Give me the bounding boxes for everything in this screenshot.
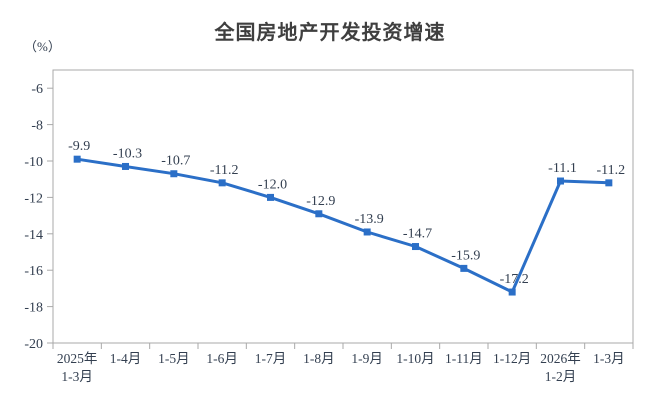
y-axis-tick-label: -20: [24, 337, 43, 352]
data-point-marker: [557, 177, 564, 185]
x-axis-category-label: 1-8月: [303, 351, 335, 366]
data-point-label: -9.9: [68, 139, 90, 154]
data-point-marker: [267, 193, 274, 201]
data-point-marker: [315, 210, 323, 218]
data-point-label: -10.7: [161, 154, 190, 169]
y-axis-tick-label: -10: [24, 155, 43, 170]
data-point-label: -12.0: [258, 177, 287, 192]
data-point-marker: [218, 179, 226, 187]
data-point-marker: [363, 228, 371, 236]
data-point-marker: [73, 155, 81, 163]
y-axis-tick-label: -6: [31, 82, 43, 97]
data-point-label: -15.9: [451, 248, 480, 263]
x-axis-category-label: 1-7月: [255, 351, 287, 366]
chart-title: 全国房地产开发投资增速: [214, 22, 446, 44]
data-point-label: -12.9: [306, 194, 335, 209]
data-point-label: -10.3: [113, 146, 142, 161]
x-axis-category-label: 1-5月: [158, 351, 190, 366]
x-axis-category-label: 1-9月: [351, 351, 383, 366]
x-axis-category-label: 1-3月: [593, 351, 625, 366]
data-point-label: -13.9: [355, 212, 384, 227]
x-axis-category-label: 2025年: [57, 351, 98, 366]
x-axis-category-label: 1-10月: [396, 351, 434, 366]
x-axis-category-label: 1-2月: [545, 369, 577, 384]
data-point-label: -14.7: [403, 227, 432, 242]
x-axis-category-label: 1-3月: [61, 369, 93, 384]
y-axis-tick-label: -12: [24, 191, 43, 206]
y-axis-unit-label: （%）: [24, 39, 61, 54]
x-axis-category-label: 1-12月: [493, 351, 531, 366]
data-point-marker: [170, 170, 178, 178]
x-axis-category-label: 1-11月: [445, 351, 483, 366]
data-point-marker: [122, 162, 129, 170]
data-point-marker: [508, 288, 516, 296]
data-point-label: -11.2: [210, 163, 239, 178]
data-point-label: -11.2: [597, 163, 626, 178]
data-point-marker: [460, 264, 468, 272]
y-axis-tick-label: -16: [24, 264, 43, 279]
data-line: [75, 157, 611, 294]
x-axis-category-label: 1-4月: [110, 351, 142, 366]
y-axis-tick-label: -8: [31, 119, 43, 134]
y-axis-tick-label: -18: [24, 301, 43, 316]
x-axis-category-label: 1-6月: [206, 351, 238, 366]
data-point-marker: [605, 179, 613, 187]
data-point-marker: [412, 243, 419, 251]
x-axis-category-label: 2026年: [540, 351, 581, 366]
data-point-label: -11.1: [548, 161, 577, 176]
plot-area-border: [52, 69, 634, 344]
data-point-label: -17.2: [500, 272, 529, 287]
y-axis-tick-label: -14: [24, 228, 43, 243]
